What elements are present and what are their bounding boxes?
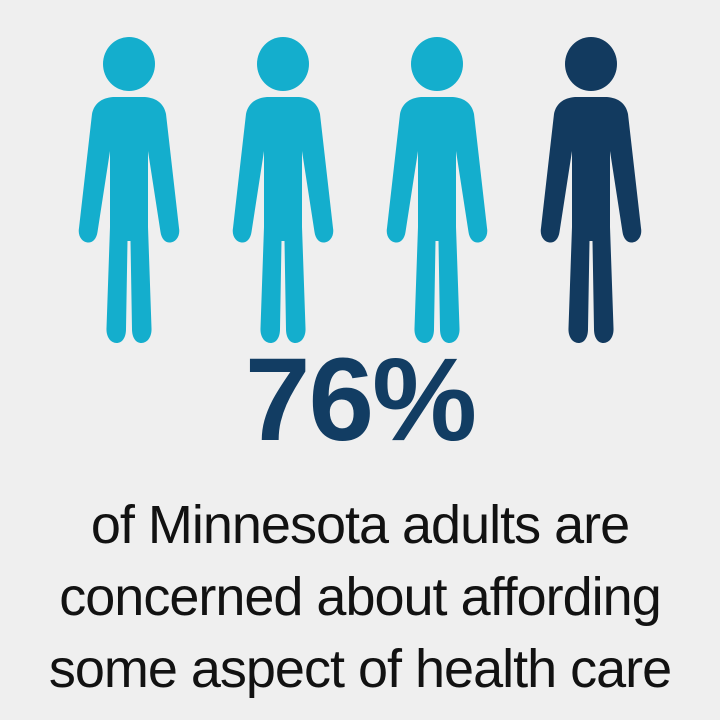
caption-line: of Minnesota adults are [90, 495, 630, 555]
stat-value: 76% [244, 334, 477, 466]
caption-line: some aspect of health care [48, 639, 672, 699]
person-icon [386, 37, 488, 343]
person-icon [78, 37, 180, 343]
caption-line: concerned about affording [59, 567, 661, 627]
person-icon [540, 37, 642, 343]
caption: of Minnesota adults are concerned about … [0, 489, 720, 705]
pictograph-row [0, 0, 720, 343]
person-icon [232, 37, 334, 343]
